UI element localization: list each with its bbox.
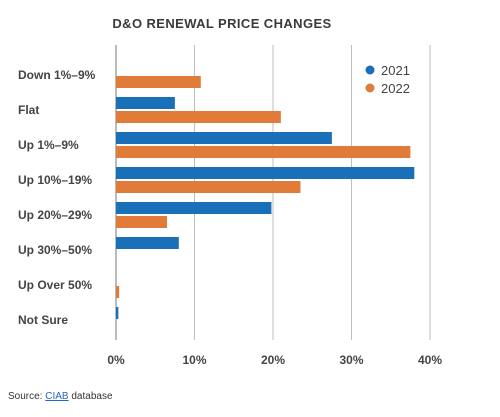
bar-2021-1 [116, 97, 175, 109]
x-tick-labels: 0% 10% 20% 30% 40% [107, 353, 442, 367]
legend: 2021 2022 [365, 63, 410, 96]
category-label: Flat [18, 103, 39, 117]
x-tick-label: 30% [339, 353, 363, 367]
category-label: Up Over 50% [18, 278, 92, 292]
bar-2021-4 [116, 202, 272, 214]
category-label: Up 30%–50% [18, 243, 92, 257]
x-tick-label: 40% [418, 353, 442, 367]
category-label: Down 1%–9% [18, 68, 96, 82]
source-link[interactable]: CIAB [45, 391, 69, 402]
bar-2021-2 [116, 132, 332, 144]
source-prefix: Source: [8, 391, 46, 402]
x-tick-label: 0% [107, 353, 125, 367]
category-label: Up 20%–29% [18, 208, 92, 222]
bar-2022-3 [116, 181, 301, 193]
bar-2021-5 [116, 237, 179, 249]
source-note: Source: CIAB database [8, 391, 113, 402]
bar-2022-1 [116, 111, 281, 123]
legend-marker [365, 83, 375, 93]
legend-label: 2021 [381, 63, 410, 78]
chart-title: D&O RENEWAL PRICE CHANGES [112, 16, 331, 31]
bar-2022-0 [116, 76, 201, 88]
bar-2021-7 [116, 307, 119, 319]
bar-2021-3 [116, 167, 415, 179]
source-suffix: database [68, 391, 113, 402]
category-label: Up 1%–9% [18, 138, 79, 152]
bar-2022-2 [116, 146, 411, 158]
bar-2022-4 [116, 216, 168, 228]
bars [116, 76, 415, 319]
x-tick-label: 20% [261, 353, 285, 367]
x-tick-label: 10% [182, 353, 206, 367]
legend-label: 2022 [381, 81, 410, 96]
legend-marker [365, 65, 375, 75]
category-labels: Down 1%–9% Flat Up 1%–9% Up 10%–19% Up 20%–2… [18, 68, 96, 327]
category-label: Not Sure [18, 313, 68, 327]
category-label: Up 10%–19% [18, 173, 92, 187]
bar-2022-6 [116, 286, 120, 298]
